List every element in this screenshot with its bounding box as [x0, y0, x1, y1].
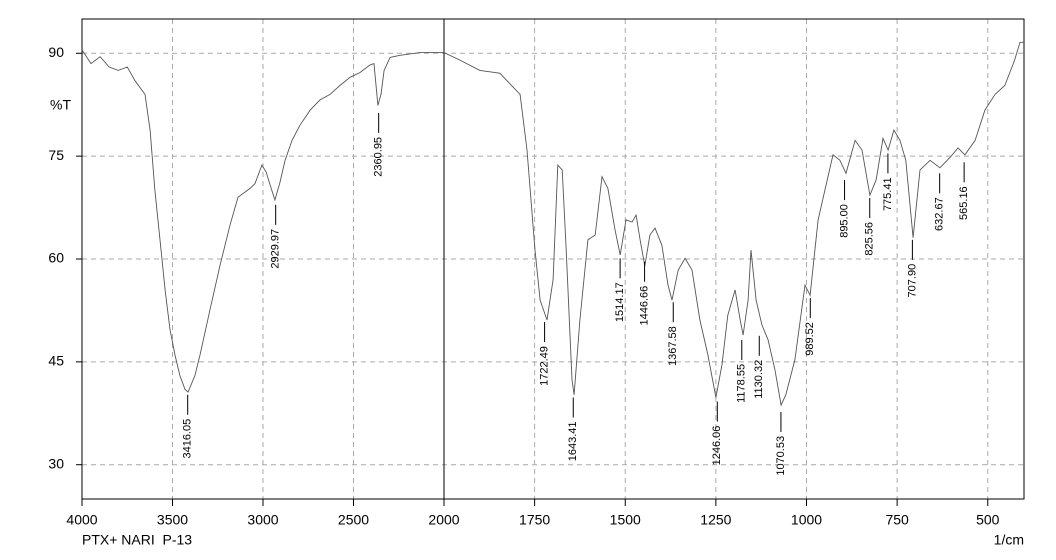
- x-tick-label: 1000: [791, 512, 822, 528]
- peak-label: 895.00: [838, 204, 850, 238]
- peak-label: 1070.53: [775, 436, 787, 476]
- plot-frame: [81, 18, 1025, 500]
- peak-label: 1178.55: [736, 364, 748, 403]
- x-tick-label: 1250: [700, 512, 731, 528]
- y-tick-label: 30: [48, 455, 64, 471]
- spectrum-line: [81, 41, 1024, 407]
- peak-label: 632.67: [934, 197, 946, 231]
- peak-label: 1130.32: [753, 360, 765, 399]
- peak-label: 1367.58: [667, 326, 679, 366]
- peak-label: 825.56: [864, 222, 876, 256]
- x-tick-label: 500: [976, 512, 1000, 528]
- peak-label: 565.16: [958, 186, 970, 220]
- peak-label: 775.41: [882, 177, 894, 211]
- y-tick-label: 90: [48, 44, 64, 60]
- peak-label: 1446.66: [638, 286, 650, 326]
- peak-label: 1643.41: [567, 422, 579, 462]
- x-tick-label: 3000: [247, 512, 278, 528]
- peak-label: 707.90: [906, 264, 918, 298]
- y-tick-label: 60: [48, 250, 64, 266]
- x-tick-label: 4000: [66, 512, 97, 528]
- peak-label: 2360.95: [373, 137, 385, 177]
- x-tick-label: 2500: [338, 512, 369, 528]
- caption: PTX+ NARI P-13: [82, 532, 192, 548]
- peak-label: 3416.05: [182, 419, 194, 459]
- y-tick-label: 75: [48, 147, 64, 163]
- peak-label: 1722.49: [539, 346, 551, 386]
- y-tick-label: 45: [48, 353, 64, 369]
- x-tick-label: 2000: [428, 512, 459, 528]
- x-tick-label: 750: [885, 512, 909, 528]
- x-tick-label: 1500: [610, 512, 641, 528]
- y-axis-label: %T: [50, 97, 71, 113]
- x-tick-label: 1750: [519, 512, 550, 528]
- x-axis-label: 1/cm: [994, 532, 1024, 548]
- peak-label: 1246.06: [711, 426, 723, 466]
- peak-label: 989.52: [804, 322, 816, 356]
- peak-label: 2929.97: [270, 229, 282, 269]
- peak-label: 1514.17: [614, 282, 626, 322]
- x-tick-label: 3500: [157, 512, 188, 528]
